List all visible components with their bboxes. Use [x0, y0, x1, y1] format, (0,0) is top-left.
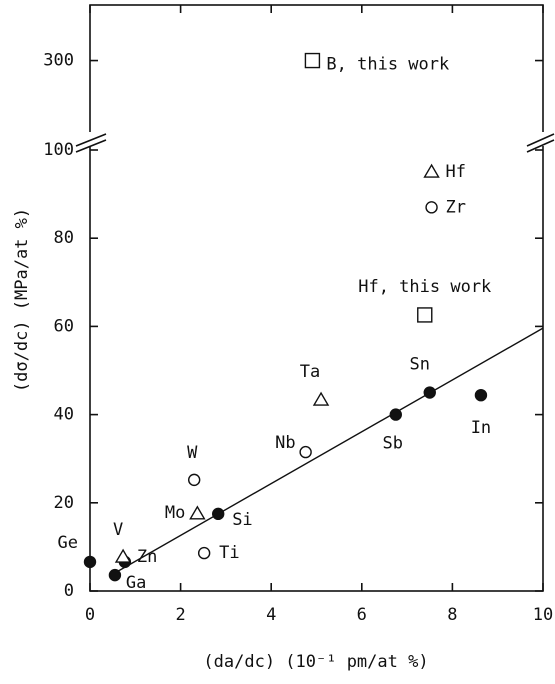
point — [83, 555, 97, 569]
point-label: Sb — [383, 434, 403, 454]
y-tick-label: 20 — [54, 493, 74, 513]
point-label: Ga — [126, 573, 146, 593]
point — [187, 473, 201, 487]
x-axis-label: (da/dc) (10⁻¹ pm/at %) — [203, 652, 428, 672]
point — [114, 548, 132, 563]
x-tick-label: 0 — [85, 605, 95, 625]
point — [423, 386, 436, 399]
point — [211, 507, 225, 521]
point — [108, 568, 122, 582]
point-label: Nb — [275, 433, 295, 453]
break-mark — [526, 139, 555, 153]
x-tick-label: 2 — [175, 605, 185, 625]
y-tick-label: 300 — [43, 51, 74, 71]
y-tick-label: 80 — [54, 228, 74, 248]
point-label: Ta — [300, 362, 320, 382]
point — [425, 201, 438, 214]
point — [299, 445, 312, 459]
point — [197, 546, 211, 560]
fit-line — [112, 327, 544, 575]
point-label: Zn — [137, 547, 157, 567]
point-label: Sn — [410, 355, 430, 375]
plot-frame — [89, 4, 544, 592]
y-tick-label: 0 — [64, 581, 74, 601]
x-tick-label: 4 — [266, 605, 276, 625]
point-label: Hf — [446, 162, 466, 182]
break-mark — [75, 133, 107, 147]
point — [304, 52, 321, 69]
point-label: W — [187, 443, 198, 463]
break-mark — [526, 133, 555, 147]
point — [423, 163, 440, 178]
point-label: V — [113, 520, 123, 540]
x-tick-label: 10 — [533, 605, 553, 625]
y-axis-label: (dσ/dc) (MPa/at %) — [12, 208, 32, 392]
point-label: Ge — [58, 533, 78, 553]
y-tick-label: 60 — [54, 316, 74, 336]
point — [389, 408, 402, 421]
axis-break — [75, 132, 555, 153]
point-label: Ti — [219, 543, 239, 563]
point — [312, 391, 330, 406]
point-label: In — [471, 418, 491, 438]
point — [417, 307, 433, 323]
point-label: Zr — [446, 197, 466, 217]
y-tick-label: 40 — [54, 405, 74, 425]
point-label: Si — [232, 510, 252, 530]
point — [474, 388, 488, 402]
x-tick-label: 6 — [357, 605, 367, 625]
x-tick-label: 8 — [447, 605, 457, 625]
point-label: Mo — [165, 503, 185, 523]
point-label: Hf, this work — [358, 277, 491, 297]
break-mark — [75, 139, 107, 153]
point-label: B, this work — [326, 55, 449, 75]
y-tick-label: 100 — [43, 140, 74, 160]
point — [189, 505, 206, 520]
